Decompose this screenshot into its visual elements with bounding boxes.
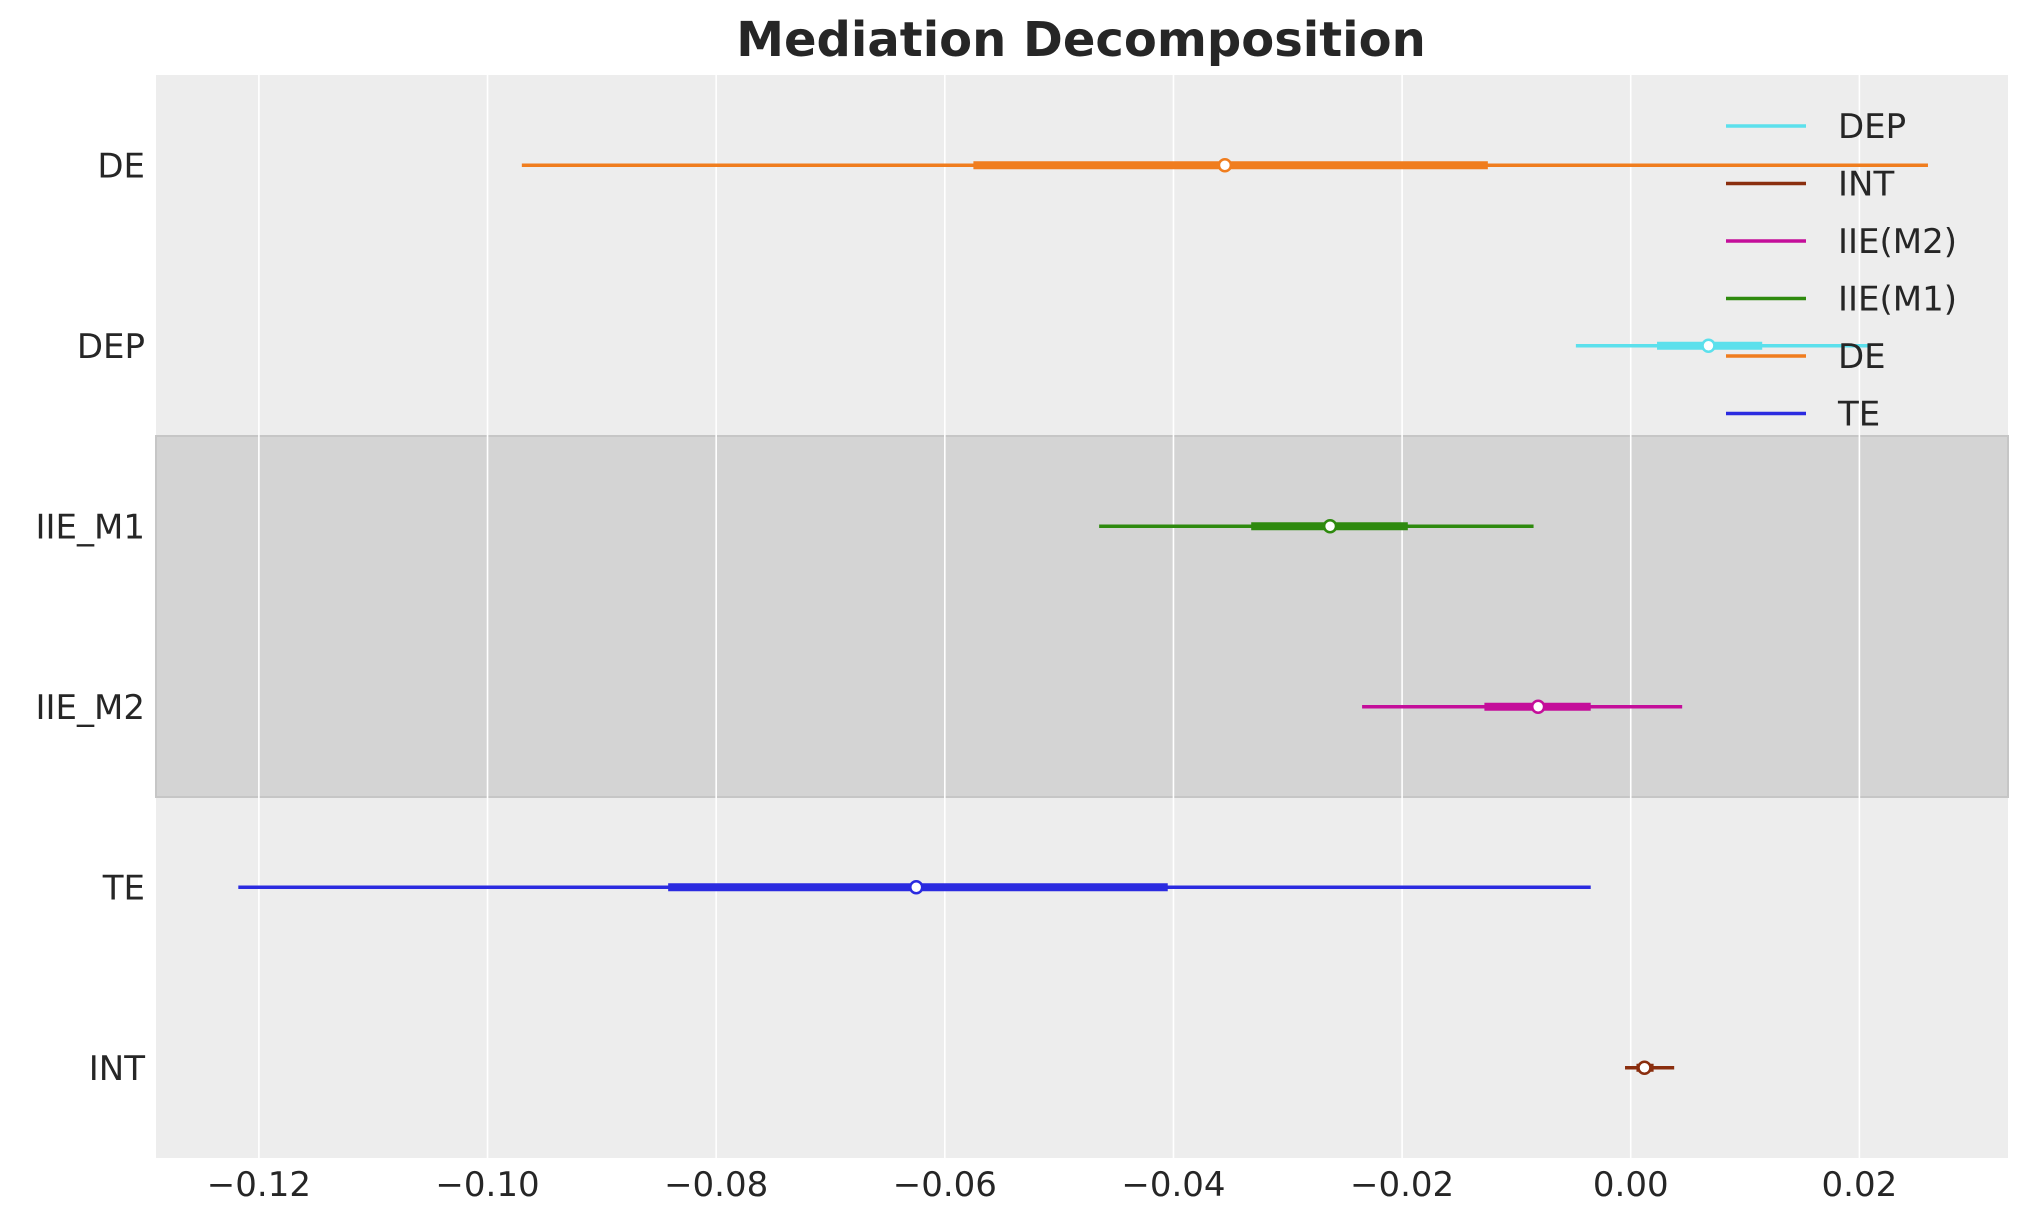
median-point	[1217, 157, 1233, 173]
legend: DEP INT IIE(M2) IIE(M1) DE TE	[1726, 107, 1957, 435]
highlight-band	[155, 435, 2009, 798]
legend-entry-iiem1: IIE(M1)	[1726, 280, 1957, 320]
legend-label: DEP	[1838, 107, 1906, 147]
highlight-band-layer	[155, 435, 2009, 798]
x-tick-label: −0.02	[1350, 1165, 1454, 1205]
forest-row-iie-m1: IIE_M1	[35, 507, 1534, 547]
legend-label: DE	[1838, 337, 1886, 377]
y-tick-label: IIE_M2	[35, 688, 145, 728]
x-tick-label: −0.08	[664, 1165, 768, 1205]
y-tick-label: DEP	[77, 327, 145, 367]
y-tick-label: IIE_M1	[35, 507, 145, 547]
forest-row-dep: DEP	[77, 327, 1871, 367]
forest-rows: DE DEP IIE_M1 IIE_M2 TE INT	[35, 146, 1928, 1089]
legend-entry-te: TE	[1726, 395, 1880, 435]
median-point	[1637, 1060, 1652, 1076]
forest-row-te: TE	[102, 868, 1591, 908]
median-point	[1322, 518, 1338, 534]
legend-label: IIE(M1)	[1838, 280, 1957, 320]
x-tick-label: −0.06	[893, 1165, 997, 1205]
legend-label: TE	[1837, 395, 1880, 435]
legend-entry-de: DE	[1726, 337, 1886, 377]
legend-entry-iiem2: IIE(M2)	[1726, 222, 1957, 262]
median-point	[1530, 699, 1546, 715]
legend-label: IIE(M2)	[1838, 222, 1957, 262]
forest-row-de: DE	[97, 146, 1928, 186]
median-point	[908, 879, 924, 895]
median-point	[1701, 338, 1716, 354]
y-tick-label: DE	[97, 146, 145, 186]
forest-row-int: INT	[89, 1049, 1675, 1089]
x-tick-labels: −0.12 −0.10 −0.08 −0.06 −0.04 −0.02 0.00 0.02	[207, 1165, 1897, 1205]
x-tick-label: −0.10	[435, 1165, 539, 1205]
y-tick-label: INT	[89, 1049, 145, 1089]
x-tick-label: 0.02	[1822, 1165, 1898, 1205]
y-tick-label: TE	[102, 868, 145, 908]
forest-row-iie-m2: IIE_M2	[35, 688, 1683, 728]
legend-entry-dep: DEP	[1726, 107, 1906, 147]
legend-entry-int: INT	[1726, 165, 1894, 205]
grid-layer	[258, 75, 1861, 1158]
x-tick-label: −0.12	[207, 1165, 311, 1205]
legend-label: INT	[1838, 165, 1894, 205]
x-tick-label: 0.00	[1593, 1165, 1669, 1205]
chart-title: Mediation Decomposition	[736, 12, 1426, 68]
x-tick-label: −0.04	[1121, 1165, 1225, 1205]
